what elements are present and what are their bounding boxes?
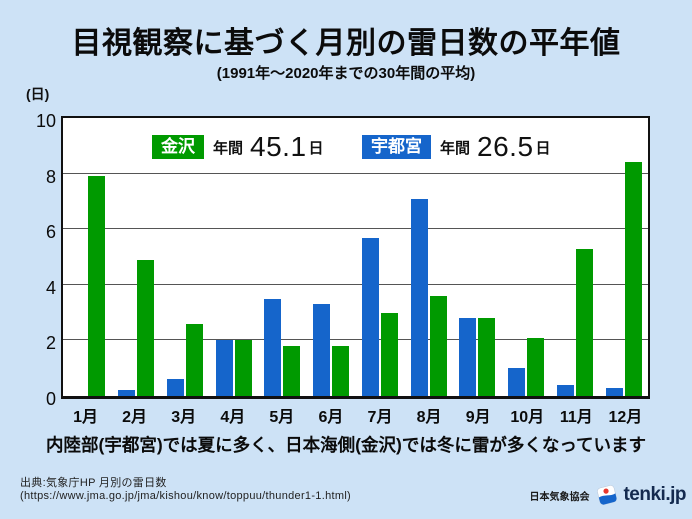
- bar-宇都宮-7月: [361, 237, 379, 396]
- gridline: [63, 172, 648, 174]
- source-line-2: (https://www.jma.go.jp/jma/kishou/know/t…: [20, 490, 352, 502]
- bar-宇都宮-5月: [264, 298, 282, 396]
- bar-金沢-11月: [575, 248, 593, 396]
- bar-宇都宮-10月: [508, 368, 526, 396]
- x-tick-label-10月: 10月: [510, 409, 545, 426]
- tenki-logo-icon: [595, 483, 619, 507]
- bar-金沢-5月: [283, 345, 301, 396]
- y-axis: 0 2 4 6 8 10: [14, 112, 56, 408]
- bar-group-1月: [63, 118, 112, 396]
- y-tick-label: 10: [35, 111, 56, 131]
- x-tick-label-7月: 7月: [367, 409, 393, 426]
- bar-宇都宮-3月: [166, 379, 184, 396]
- plot-area: 金沢 年間 45.1 日 宇都宮 年間 26.5 日: [61, 116, 650, 399]
- bar-金沢-1月: [88, 176, 106, 396]
- bar-group-11月: [551, 118, 600, 396]
- bar-group-4月: [209, 118, 258, 396]
- bar-group-2月: [112, 118, 161, 396]
- bar-group-6月: [307, 118, 356, 396]
- branding: 日本気象協会 tenki.jp: [529, 483, 686, 507]
- gridline: [63, 283, 648, 285]
- y-tick-label: 0: [45, 389, 56, 409]
- x-tick-label-11月: 11月: [559, 409, 593, 426]
- bar-group-7月: [356, 118, 405, 396]
- bar-group-3月: [161, 118, 210, 396]
- x-tick-label-6月: 6月: [318, 409, 344, 426]
- bar-group-10月: [502, 118, 551, 396]
- bar-group-9月: [453, 118, 502, 396]
- x-tick-label-4月: 4月: [220, 409, 246, 426]
- bar-金沢-9月: [478, 318, 496, 396]
- y-tick-label: 2: [45, 333, 56, 354]
- x-tick-label-9月: 9月: [465, 409, 491, 426]
- x-tick-label-1月: 1月: [73, 409, 98, 426]
- bar-宇都宮-2月: [118, 390, 136, 396]
- bar-group-12月: [599, 118, 648, 396]
- bar-宇都宮-8月: [410, 198, 428, 396]
- bar-金沢-4月: [234, 340, 252, 396]
- x-tick-label-12月: 12月: [608, 409, 643, 426]
- x-tick-label-3月: 3月: [171, 409, 197, 426]
- x-axis: 1月 2月 3月 4月 5月 6月 7月 8月 9月 10月 11月 12月: [61, 403, 650, 426]
- bar-金沢-2月: [137, 259, 155, 396]
- page-subtitle: (1991年～2020年までの30年間の平均): [216, 65, 476, 82]
- page-title: 目視観察に基づく月別の雷日数の平年値: [71, 27, 621, 60]
- bar-group-8月: [404, 118, 453, 396]
- x-tick-label-8月: 8月: [416, 409, 442, 426]
- source-line-1: 出典:気象庁HP 月別の雷日数: [20, 477, 167, 489]
- bar-宇都宮-4月: [215, 340, 233, 396]
- bar-金沢-6月: [332, 345, 350, 396]
- bar-金沢-10月: [527, 337, 545, 396]
- bar-宇都宮-12月: [605, 387, 623, 396]
- bar-金沢-8月: [429, 295, 447, 396]
- y-tick-label: 4: [45, 277, 56, 298]
- chart-caption: 内陸部(宇都宮)では夏に多く、日本海側(金沢)では冬に雷が多くなっています: [46, 435, 646, 455]
- y-tick-label: 8: [45, 166, 56, 187]
- association-name: 日本気象協会: [529, 491, 590, 503]
- bar-宇都宮-6月: [313, 304, 331, 396]
- y-tick-label: 6: [45, 222, 56, 243]
- gridline: [63, 228, 648, 230]
- tenki-logo-text: tenki.jp: [623, 484, 686, 505]
- x-tick-label-2月: 2月: [122, 409, 148, 426]
- x-tick-label-5月: 5月: [269, 409, 295, 426]
- bar-宇都宮-9月: [459, 318, 477, 396]
- bar-金沢-3月: [185, 323, 203, 396]
- bar-金沢-12月: [624, 162, 642, 396]
- bar-金沢-7月: [380, 312, 398, 396]
- source-note: 出典:気象庁HP 月別の雷日数 (https://www.jma.go.jp/j…: [20, 477, 351, 503]
- bar-group-5月: [258, 118, 307, 396]
- y-axis-unit-label: (日): [26, 86, 50, 102]
- gridline: [63, 339, 648, 341]
- bar-宇都宮-11月: [556, 384, 574, 396]
